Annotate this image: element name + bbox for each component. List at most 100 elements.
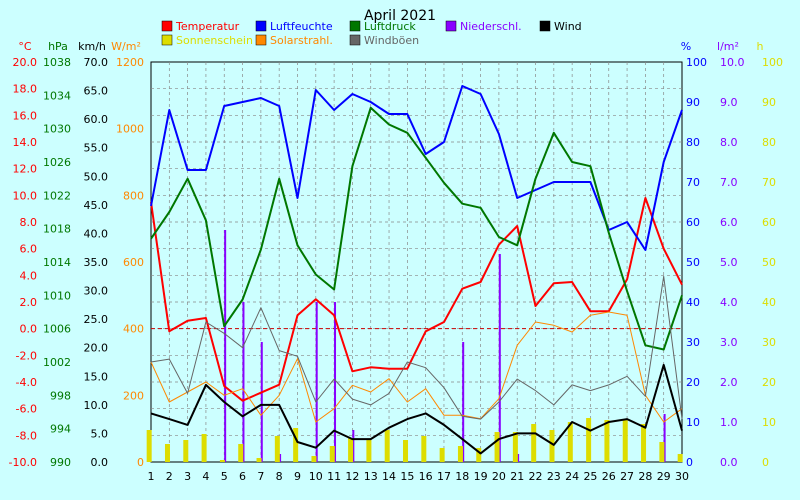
x-tick-label: 3 — [184, 470, 191, 483]
sonnenschein-bar — [183, 440, 189, 462]
temp-tick-label: -8.0 — [16, 429, 37, 442]
pressure-tick-label: 1026 — [43, 156, 71, 169]
solar-tick-label: 600 — [123, 256, 144, 269]
wind-tick-label: 5.0 — [91, 427, 109, 440]
x-tick-label: 16 — [419, 470, 433, 483]
niederschl-bar — [279, 454, 282, 462]
x-tick-label: 21 — [510, 470, 524, 483]
legend-swatch — [255, 20, 267, 32]
legend-swatch — [349, 20, 361, 32]
sun-tick-label: 60 — [762, 216, 776, 229]
humidity-tick-label: 90 — [686, 96, 700, 109]
solar-tick-label: 0 — [137, 456, 144, 469]
sun-tick-label: 0 — [762, 456, 769, 469]
x-tick-label: 15 — [400, 470, 414, 483]
sun-tick-label: 80 — [762, 136, 776, 149]
legend-label: Windböen — [364, 34, 419, 47]
humidity-tick-label: 0 — [686, 456, 693, 469]
sonnenschein-bar — [146, 430, 152, 462]
sonnenschein-bar — [274, 436, 280, 462]
x-tick-label: 8 — [276, 470, 283, 483]
temp-tick-label: 16.0 — [13, 109, 38, 122]
rain-tick-label: 3.0 — [720, 336, 738, 349]
x-tick-label: 10 — [309, 470, 323, 483]
wind-tick-label: 15.0 — [84, 370, 109, 383]
plot-area — [150, 61, 683, 463]
sun-tick-label: 40 — [762, 296, 776, 309]
x-tick-label: 5 — [221, 470, 228, 483]
wind-tick-label: 10.0 — [84, 399, 109, 412]
rain-tick-label: 10.0 — [720, 56, 745, 69]
niederschl-bar — [352, 430, 355, 462]
sonnenschein-bar — [384, 430, 390, 462]
legend-swatch — [349, 34, 361, 46]
temp-tick-label: 4.0 — [20, 269, 38, 282]
x-tick-label: 28 — [638, 470, 652, 483]
legend-label: Solarstrahl. — [270, 34, 333, 47]
wind-tick-label: 25.0 — [84, 313, 109, 326]
legend-swatch — [161, 34, 173, 46]
sonnenschein-bar — [512, 432, 518, 462]
x-tick-label: 1 — [148, 470, 155, 483]
x-tick-label: 29 — [657, 470, 671, 483]
sonnenschein-bar — [531, 424, 537, 462]
sonnenschein-bar — [476, 448, 482, 462]
x-tick-label: 30 — [675, 470, 689, 483]
sun-unit-label: h — [757, 40, 764, 53]
sun-tick-label: 50 — [762, 256, 776, 269]
sun-tick-label: 100 — [762, 56, 783, 69]
sonnenschein-bar — [421, 436, 427, 462]
pressure-tick-label: 994 — [50, 423, 71, 436]
humidity-tick-label: 20 — [686, 376, 700, 389]
niederschl-bar — [517, 454, 520, 462]
chart-title: April 2021 — [364, 8, 436, 24]
legend-swatch — [161, 20, 173, 32]
wind-tick-label: 50.0 — [84, 170, 109, 183]
pressure-tick-label: 1006 — [43, 323, 71, 336]
sonnenschein-bar — [366, 440, 372, 462]
sonnenschein-bar — [201, 434, 207, 462]
windb-en-line — [150, 275, 683, 420]
x-tick-label: 26 — [602, 470, 616, 483]
temp-tick-label: 20.0 — [13, 56, 38, 69]
niederschl-bar — [242, 302, 245, 462]
x-tick-label: 18 — [455, 470, 469, 483]
wind-tick-label: 55.0 — [84, 142, 109, 155]
rain-tick-label: 6.0 — [720, 216, 738, 229]
legend-swatch — [539, 20, 551, 32]
niederschl-bar — [334, 302, 337, 462]
legend-label: Sonnenschein — [176, 34, 253, 47]
rain-tick-label: 1.0 — [720, 416, 738, 429]
x-tick-label: 13 — [364, 470, 378, 483]
pressure-tick-label: 1034 — [43, 89, 71, 102]
sonnenschein-bar — [311, 456, 317, 462]
temperatur-line — [150, 197, 683, 402]
pressure-tick-label: 1022 — [43, 189, 71, 202]
sonnenschein-bar — [567, 422, 573, 462]
pressure-tick-label: 990 — [50, 456, 71, 469]
solar-tick-label: 400 — [123, 323, 144, 336]
niederschl-bar — [663, 414, 666, 462]
wind-tick-label: 20.0 — [84, 342, 109, 355]
pressure-tick-label: 1002 — [43, 356, 71, 369]
legend-label: Wind — [554, 20, 582, 33]
solar-tick-label: 800 — [123, 189, 144, 202]
sun-tick-label: 30 — [762, 336, 776, 349]
x-tick-label: 14 — [382, 470, 396, 483]
wind-tick-label: 0.0 — [91, 456, 109, 469]
sonnenschein-bar — [622, 420, 628, 462]
solar-tick-label: 1200 — [116, 56, 144, 69]
solarstrahl-line — [150, 311, 683, 423]
legend-label: Luftdruck — [364, 20, 416, 33]
sonnenschein-bar — [329, 446, 335, 462]
temp-tick-label: -2.0 — [16, 349, 37, 362]
rain-tick-label: 9.0 — [720, 96, 738, 109]
sonnenschein-bar — [641, 424, 647, 462]
rain-unit-label: l/m² — [717, 40, 739, 53]
x-tick-label: 7 — [257, 470, 264, 483]
wind-tick-label: 65.0 — [84, 85, 109, 98]
temp-tick-label: 2.0 — [20, 296, 38, 309]
temp-tick-label: -6.0 — [16, 403, 37, 416]
